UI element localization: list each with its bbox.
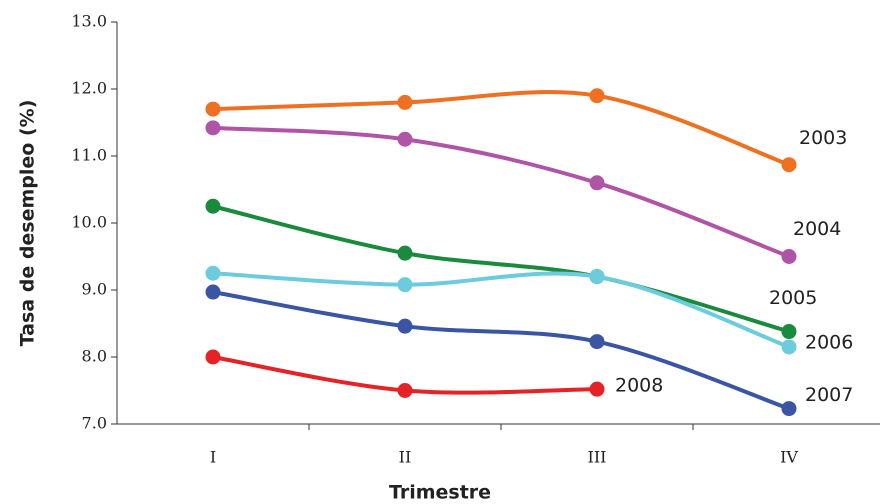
series-label: 2008	[615, 375, 663, 397]
point	[205, 198, 221, 214]
series-line	[212, 204, 790, 334]
point	[205, 284, 221, 300]
point	[781, 401, 797, 417]
series-line	[212, 90, 790, 167]
series-line	[212, 125, 790, 259]
point	[589, 381, 605, 397]
y-tick-label: 8.0	[82, 347, 107, 366]
point	[781, 249, 797, 264]
series-label: 2005	[769, 287, 817, 309]
point	[397, 94, 413, 110]
point	[397, 131, 413, 147]
point	[781, 324, 797, 340]
point	[397, 383, 413, 398]
y-tick-label: 11.0	[71, 146, 107, 165]
point	[781, 339, 797, 355]
series-label: 2004	[793, 218, 841, 240]
y-tick-label: 10.0	[71, 213, 107, 232]
y-tick-label: 7.0	[82, 414, 107, 433]
series-label: 2006	[805, 331, 853, 353]
point	[205, 349, 221, 365]
series-line	[212, 290, 790, 411]
point	[205, 101, 221, 117]
point	[397, 318, 413, 334]
y-tick-label: 9.0	[82, 280, 107, 299]
series-line	[212, 271, 790, 349]
y-axis-title: Tasa de desempleo (%)	[17, 100, 39, 347]
series-label: 2007	[805, 384, 853, 406]
point	[397, 277, 413, 293]
point	[397, 245, 413, 261]
y-tick-label: 13.0	[71, 12, 107, 31]
y-tick-label: 12.0	[71, 79, 107, 98]
point	[589, 175, 605, 191]
x-tick-label: IV	[780, 448, 798, 467]
point	[589, 334, 605, 350]
point	[781, 157, 797, 173]
x-tick-label: III	[588, 448, 607, 467]
series-label: 2003	[799, 127, 847, 149]
x-tick-label: II	[399, 448, 412, 467]
point	[205, 120, 221, 136]
x-tick-label: I	[210, 448, 216, 467]
point	[589, 88, 605, 104]
point	[589, 269, 605, 285]
x-axis-title: Trimestre	[389, 482, 491, 504]
point	[205, 265, 221, 281]
